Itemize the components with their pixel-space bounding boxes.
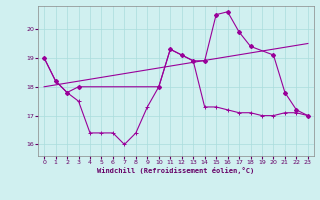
X-axis label: Windchill (Refroidissement éolien,°C): Windchill (Refroidissement éolien,°C): [97, 167, 255, 174]
